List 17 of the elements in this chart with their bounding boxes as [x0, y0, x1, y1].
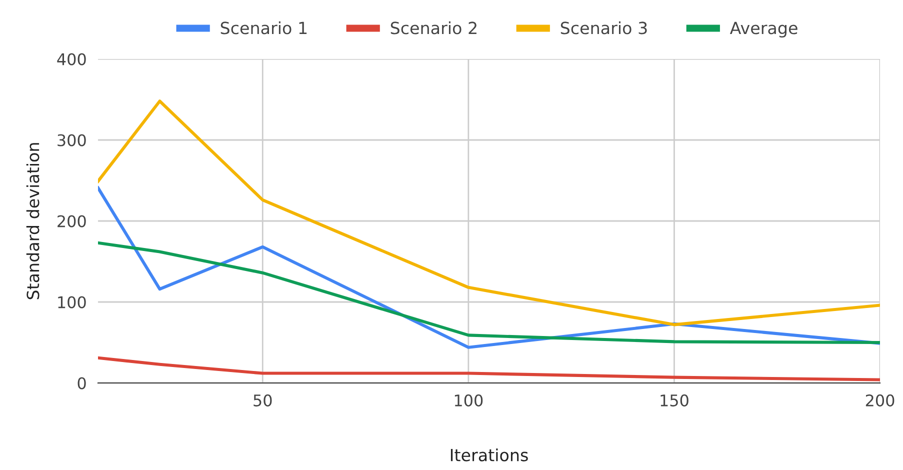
line-series: [98, 241, 880, 344]
y-axis-title: Standard deviation: [26, 143, 40, 300]
x-axis-title: Iterations: [450, 448, 528, 462]
legend-label: Scenario 2: [390, 21, 476, 34]
legend-label: Average: [730, 22, 798, 38]
y-tick-label: 100: [58, 296, 86, 308]
x-tick-label: 100: [454, 394, 483, 406]
x-tick-label: 200: [866, 394, 894, 406]
y-tick-label: 200: [58, 215, 86, 228]
line-series: [98, 100, 880, 326]
legend-label: Scenario 3: [560, 21, 647, 34]
legend-label: Scenario 1: [220, 21, 307, 34]
x-tick-label: 150: [660, 394, 688, 406]
x-tick-label: 50: [254, 394, 272, 406]
y-tick-label: 400: [57, 53, 86, 66]
y-tick-label: 300: [58, 134, 86, 146]
y-tick-label: 0: [78, 377, 86, 390]
